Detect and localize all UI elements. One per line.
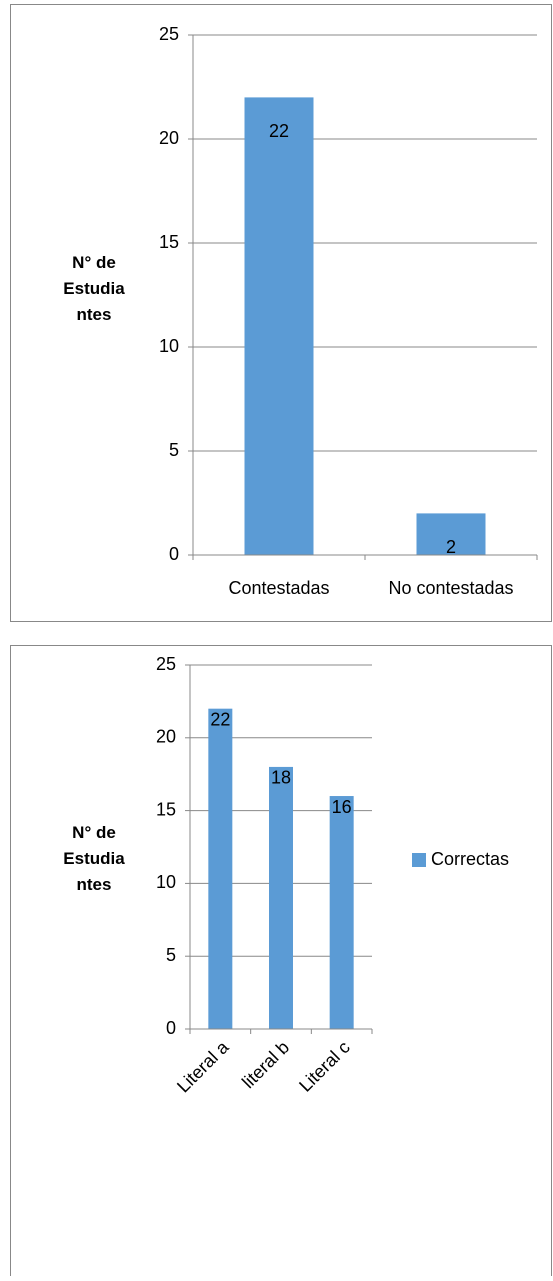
y-tick-label: 15 [156,799,176,819]
value-label: 22 [210,709,230,729]
bar [269,766,293,1029]
y-axis-title-box: N° de Estudiantes [63,823,125,894]
y-tick-label: 5 [166,945,176,965]
x-tick-label: literal b [238,1037,293,1092]
y-tick-label: 25 [159,24,179,44]
value-label: 16 [332,797,352,817]
y-axis-title: N° de Estudiantes [63,823,125,894]
value-label: 18 [271,768,291,788]
y-tick-label: 10 [156,872,176,892]
x-tick-label: Literal c [295,1037,354,1096]
bar [329,796,354,1029]
legend-swatch [412,853,426,867]
y-tick-label: 0 [166,1018,176,1038]
legend-label: Correctas [431,849,509,869]
bar [208,708,233,1029]
y-tick-label: 20 [156,727,176,747]
y-tick-label: 10 [159,336,179,356]
value-label: 2 [446,537,456,557]
y-tick-label: 0 [169,544,179,564]
y-tick-label: 5 [169,440,179,460]
x-tick-label: No contestadas [388,578,513,598]
y-axis-title: N° de Estudiantes [63,253,125,324]
x-tick-label: Literal a [173,1036,233,1096]
y-tick-label: 25 [156,654,176,674]
x-tick-label: Contestadas [228,578,329,598]
y-tick-label: 15 [159,232,179,252]
bar [416,513,486,555]
chart-frame [10,4,552,622]
chart-frame [10,645,552,1281]
y-axis-title-box: N° de Estudiantes [63,253,125,324]
value-label: 22 [269,121,289,141]
bar [244,97,314,556]
y-tick-label: 20 [159,128,179,148]
